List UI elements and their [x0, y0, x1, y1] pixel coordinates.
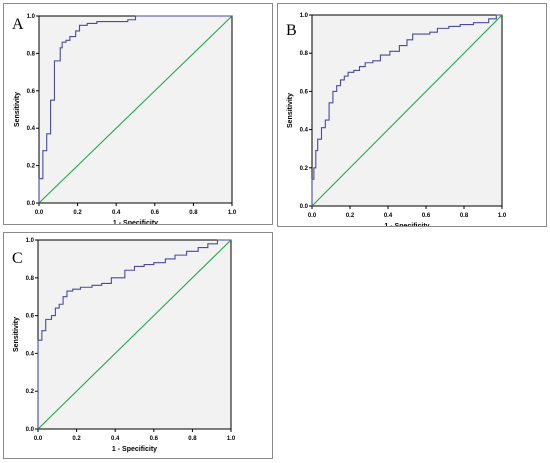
- x-tick-label: 0.4: [384, 213, 393, 219]
- x-tick-label: 0.2: [346, 213, 355, 219]
- y-tick-label: 0.0: [300, 204, 309, 210]
- y-tick-label: 0.8: [27, 51, 36, 57]
- x-tick-label: 0.6: [422, 213, 431, 219]
- y-tick-label: 0.2: [26, 389, 35, 395]
- roc-chart-b: 0.0 0.2 0.4 0.6 0.8 1.0 0.0 0.2 0.4 0.6 0.8 1.0 1 - …: [287, 13, 507, 226]
- roc-curve-line: [37, 239, 231, 429]
- x-tick-label: 0.8: [189, 210, 198, 216]
- y-tick-label: 1.0: [27, 14, 36, 20]
- y-tick-label: 1.0: [26, 238, 35, 244]
- y-tick-label: 0.4: [300, 128, 309, 134]
- roc-chart-c: 0.0 0.2 0.4 0.6 0.8 1.0 0.0 0.2 0.4 0.6 0.8 1.0 1 - …: [13, 238, 236, 453]
- y-tick-label: 1.0: [300, 13, 309, 19]
- y-axis-label: Sensitivity: [13, 317, 20, 352]
- roc-chart-a: 0.0 0.2 0.4 0.6 0.8 1.0 0.0 0.2 0.4 0.6 0.8 1.0 1 - …: [14, 14, 237, 224]
- x-tick-label: 1.0: [498, 213, 507, 219]
- roc-curve-line: [311, 14, 502, 206]
- y-tick-label: 0.4: [26, 351, 35, 357]
- reference-diagonal-line: [38, 15, 233, 204]
- x-tick-label: 0.8: [188, 436, 197, 442]
- y-axis-label: Sensitivity: [287, 93, 294, 128]
- y-tick-label: 0.0: [27, 201, 36, 207]
- y-tick-label: 0.8: [26, 276, 35, 282]
- x-tick-label: 0.4: [111, 436, 120, 442]
- x-tick-label: 0.4: [112, 210, 121, 216]
- roc-panel-b: B 0.0 0.2 0.4 0.6 0.8 1.0 0.0 0.2 0.4 0.6 0.8 1.0 1 …: [277, 3, 547, 227]
- x-axis-label: 1 - Specificity: [113, 220, 158, 224]
- roc-curve-line: [38, 15, 232, 203]
- x-tick-label: 0.6: [150, 436, 159, 442]
- y-tick-label: 0.6: [27, 89, 36, 95]
- x-tick-label: 0.2: [72, 436, 81, 442]
- panel-label-a: A: [12, 16, 24, 33]
- x-tick-label: 0.0: [308, 213, 317, 219]
- reference-diagonal-line: [311, 14, 503, 207]
- roc-panel-a: A 0.0 0.2 0.4 0.6 0.8 1.0 0.0 0.2 0.4 0.6 0.8 1.0 1 …: [3, 3, 273, 225]
- y-tick-label: 0.8: [300, 51, 309, 57]
- x-tick-label: 0.0: [34, 436, 43, 442]
- x-axis-label: 1 - Specificity: [112, 446, 157, 453]
- y-tick-label: 0.4: [27, 126, 36, 132]
- roc-panel-c: C 0.0 0.2 0.4 0.6 0.8 1.0 0.0 0.2 0.4 0.6 0.8 1.0 1 …: [3, 232, 273, 459]
- reference-diagonal-line: [37, 239, 232, 430]
- x-tick-label: 0.2: [73, 210, 82, 216]
- x-tick-label: 0.0: [35, 210, 44, 216]
- y-tick-label: 0.2: [300, 166, 309, 172]
- x-axis-label: 1 - Specificity: [384, 223, 429, 226]
- x-tick-label: 1.0: [227, 436, 236, 442]
- y-tick-label: 0.6: [300, 89, 309, 95]
- panel-label-c: C: [12, 250, 23, 267]
- panel-label-b: B: [286, 22, 297, 39]
- y-tick-label: 0.0: [26, 427, 35, 433]
- x-tick-label: 0.6: [151, 210, 160, 216]
- y-tick-label: 0.6: [26, 314, 35, 320]
- y-axis-label: Sensitivity: [14, 92, 21, 127]
- x-tick-label: 0.8: [460, 213, 469, 219]
- y-tick-label: 0.2: [27, 164, 36, 170]
- x-tick-label: 1.0: [228, 210, 237, 216]
